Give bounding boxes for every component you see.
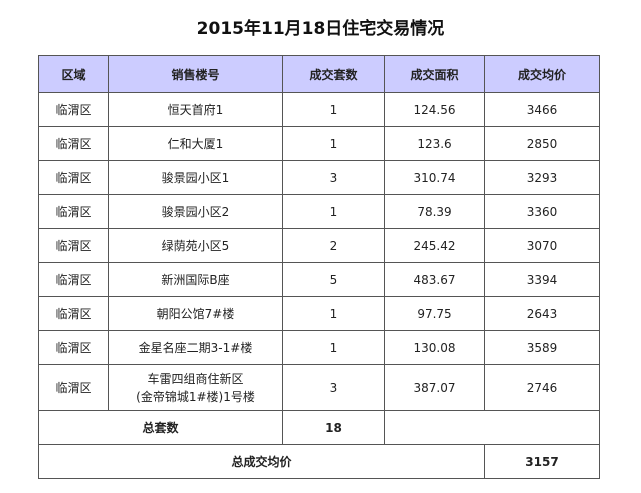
cell: 临渭区: [38, 92, 109, 127]
header-cell: 成交均价: [484, 55, 600, 93]
table-body: 临渭区 恒天首府1 1 124.56 3466 临渭区 仁和大厦1 1 123.6 2850 临渭区…: [38, 92, 600, 479]
total-units-value: 18: [282, 410, 385, 445]
data-row: 临渭区 骏景园小区2 1 78.39 3360: [38, 194, 600, 229]
cell: 3070: [484, 228, 600, 263]
cell: 387.07: [384, 364, 485, 411]
cell: 1: [282, 92, 385, 127]
data-row: 临渭区 车雷四组商住新区 (金帝锦城1#楼)1号楼 3 387.07 2746: [38, 364, 600, 411]
cell: 骏景园小区1: [108, 160, 283, 195]
cell: 130.08: [384, 330, 485, 365]
cell: 临渭区: [38, 364, 109, 411]
cell: 124.56: [384, 92, 485, 127]
cell: 3293: [484, 160, 600, 195]
cell: 2746: [484, 364, 600, 411]
header-cell: 销售楼号: [108, 55, 283, 93]
cell: 483.67: [384, 262, 485, 297]
transaction-table: 区域 销售楼号 成交套数 成交面积 成交均价 临渭区 恒天首府1 1 124.56 3466 临渭…: [38, 55, 600, 479]
data-row: 临渭区 绿荫苑小区5 2 245.42 3070: [38, 228, 600, 263]
data-row: 临渭区 朝阳公馆7#楼 1 97.75 2643: [38, 296, 600, 331]
avg-price-row: 总成交均价 3157: [38, 444, 600, 479]
data-row: 临渭区 金星名座二期3-1#楼 1 130.08 3589: [38, 330, 600, 365]
cell: 3360: [484, 194, 600, 229]
cell: 金星名座二期3-1#楼: [108, 330, 283, 365]
cell: 临渭区: [38, 296, 109, 331]
cell: 2643: [484, 296, 600, 331]
avg-price-label: 总成交均价: [38, 444, 485, 479]
data-row: 临渭区 新洲国际B座 5 483.67 3394: [38, 262, 600, 297]
cell: 310.74: [384, 160, 485, 195]
cell: 临渭区: [38, 228, 109, 263]
cell: 绿荫苑小区5: [108, 228, 283, 263]
cell: 临渭区: [38, 194, 109, 229]
cell: 3589: [484, 330, 600, 365]
total-units-label: 总套数: [38, 410, 283, 445]
cell: 3: [282, 160, 385, 195]
cell: 97.75: [384, 296, 485, 331]
total-units-row: 总套数 18: [38, 410, 600, 445]
header-cell: 区域: [38, 55, 109, 93]
cell: 3: [282, 364, 385, 411]
header-row: 区域 销售楼号 成交套数 成交面积 成交均价: [38, 55, 600, 93]
data-row: 临渭区 恒天首府1 1 124.56 3466: [38, 92, 600, 127]
avg-price-value: 3157: [484, 444, 600, 479]
cell: 2: [282, 228, 385, 263]
cell: 恒天首府1: [108, 92, 283, 127]
cell: 车雷四组商住新区 (金帝锦城1#楼)1号楼: [108, 364, 283, 411]
cell: 5: [282, 262, 385, 297]
cell: 1: [282, 194, 385, 229]
cell: 1: [282, 126, 385, 161]
table-header: 区域 销售楼号 成交套数 成交面积 成交均价: [38, 55, 600, 93]
header-cell: 成交套数: [282, 55, 385, 93]
cell: 骏景园小区2: [108, 194, 283, 229]
cell: 123.6: [384, 126, 485, 161]
cell: 3466: [484, 92, 600, 127]
cell: 仁和大厦1: [108, 126, 283, 161]
table-title: 2015年11月18日住宅交易情况: [196, 19, 445, 39]
data-row: 临渭区 骏景园小区1 3 310.74 3293: [38, 160, 600, 195]
data-row: 临渭区 仁和大厦1 1 123.6 2850: [38, 126, 600, 161]
cell: 2850: [484, 126, 600, 161]
cell: 临渭区: [38, 330, 109, 365]
cell: 朝阳公馆7#楼: [108, 296, 283, 331]
cell: 临渭区: [38, 262, 109, 297]
cell: 新洲国际B座: [108, 262, 283, 297]
cell: 临渭区: [38, 160, 109, 195]
cell: 245.42: [384, 228, 485, 263]
header-cell: 成交面积: [384, 55, 485, 93]
empty-cell: [384, 410, 600, 445]
cell: 1: [282, 330, 385, 365]
cell: 3394: [484, 262, 600, 297]
cell: 1: [282, 296, 385, 331]
cell: 78.39: [384, 194, 485, 229]
cell: 临渭区: [38, 126, 109, 161]
